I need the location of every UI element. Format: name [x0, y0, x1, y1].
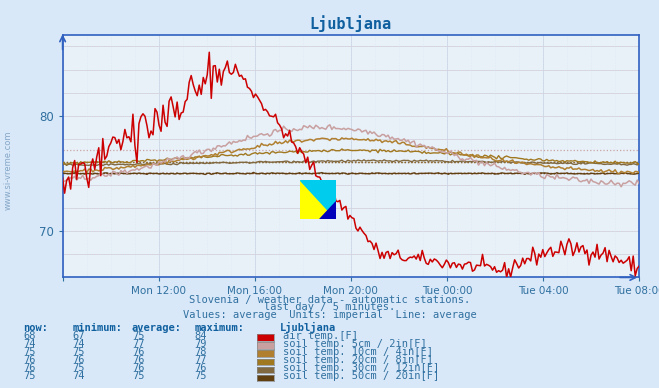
Polygon shape — [300, 180, 336, 219]
Text: 74: 74 — [23, 339, 36, 349]
Text: Slovenia / weather data - automatic stations.: Slovenia / weather data - automatic stat… — [189, 294, 470, 305]
Text: 76: 76 — [23, 355, 36, 365]
Text: soil temp. 50cm / 20in[F]: soil temp. 50cm / 20in[F] — [283, 371, 440, 381]
Text: soil temp. 30cm / 12in[F]: soil temp. 30cm / 12in[F] — [283, 363, 440, 373]
Text: 74: 74 — [72, 339, 85, 349]
Text: 76: 76 — [194, 363, 207, 373]
Text: 74: 74 — [72, 371, 85, 381]
Text: soil temp. 5cm / 2in[F]: soil temp. 5cm / 2in[F] — [283, 339, 427, 349]
Text: 76: 76 — [132, 347, 144, 357]
Text: Values: average  Units: imperial  Line: average: Values: average Units: imperial Line: av… — [183, 310, 476, 320]
Text: Ljubljana: Ljubljana — [280, 322, 336, 333]
Text: last day / 5 minutes.: last day / 5 minutes. — [264, 302, 395, 312]
Polygon shape — [320, 202, 336, 219]
Text: 84: 84 — [194, 331, 207, 341]
Text: 76: 76 — [23, 363, 36, 373]
Text: 78: 78 — [194, 347, 207, 357]
Text: 76: 76 — [132, 355, 144, 365]
Title: Ljubljana: Ljubljana — [310, 16, 392, 32]
Text: average:: average: — [132, 322, 182, 333]
Text: 75: 75 — [72, 347, 85, 357]
Text: 75: 75 — [132, 371, 144, 381]
Text: minimum:: minimum: — [72, 322, 123, 333]
Text: 68: 68 — [23, 331, 36, 341]
Text: www.si-vreme.com: www.si-vreme.com — [4, 131, 13, 210]
Text: 77: 77 — [132, 339, 144, 349]
Text: 76: 76 — [72, 355, 85, 365]
Text: maximum:: maximum: — [194, 322, 244, 333]
Text: 75: 75 — [23, 347, 36, 357]
Text: 75: 75 — [23, 371, 36, 381]
Text: 79: 79 — [194, 339, 207, 349]
Text: air temp.[F]: air temp.[F] — [283, 331, 358, 341]
Text: 75: 75 — [132, 331, 144, 341]
Text: soil temp. 10cm / 4in[F]: soil temp. 10cm / 4in[F] — [283, 347, 434, 357]
Polygon shape — [300, 180, 336, 219]
Text: 75: 75 — [194, 371, 207, 381]
Text: soil temp. 20cm / 8in[F]: soil temp. 20cm / 8in[F] — [283, 355, 434, 365]
Text: 67: 67 — [72, 331, 85, 341]
Text: now:: now: — [23, 322, 48, 333]
Text: 75: 75 — [72, 363, 85, 373]
Text: 76: 76 — [132, 363, 144, 373]
Text: 77: 77 — [194, 355, 207, 365]
